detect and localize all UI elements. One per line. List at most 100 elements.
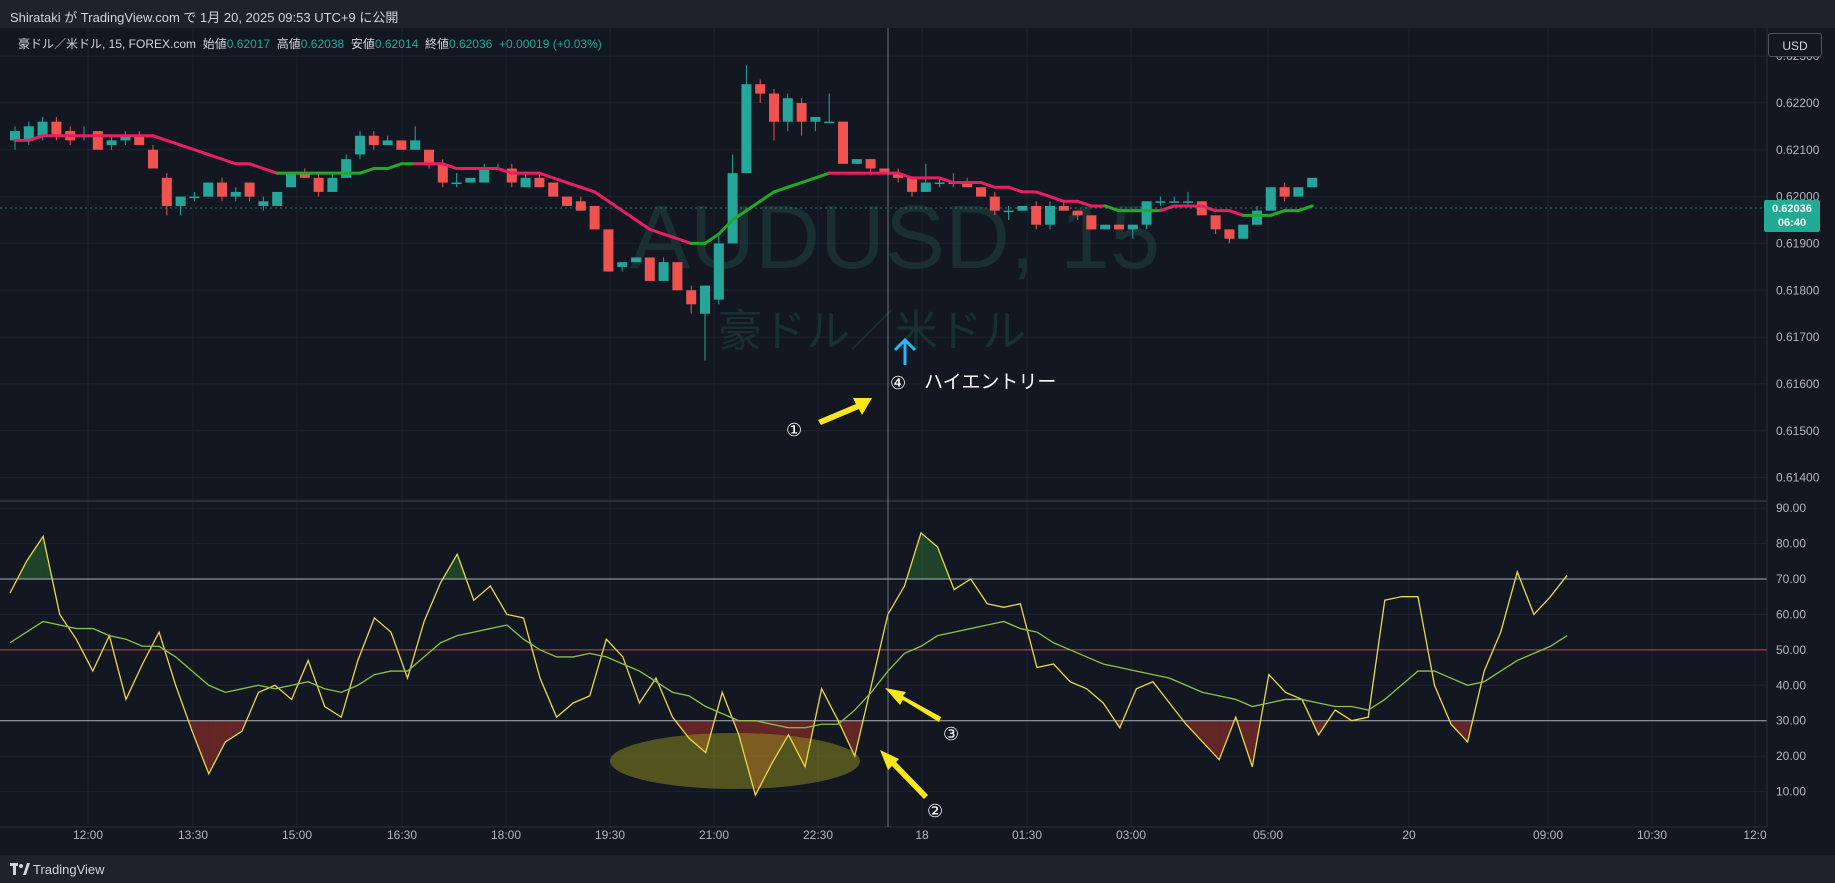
candle[interactable] (120, 131, 131, 146)
candle[interactable] (769, 88, 779, 141)
candle[interactable] (893, 168, 904, 183)
candle[interactable] (589, 205, 600, 230)
candle[interactable] (92, 131, 103, 150)
currency-button[interactable]: USD (1768, 33, 1822, 57)
candle[interactable] (989, 191, 1000, 216)
candle[interactable] (1141, 201, 1152, 230)
candle-body (1127, 224, 1138, 230)
candle[interactable] (1279, 182, 1290, 202)
candle[interactable] (189, 191, 200, 202)
chart-area[interactable]: AUDUSD, 15 豪ドル／米ドル 0.623000.622000.62100… (0, 28, 1835, 855)
candle[interactable] (272, 191, 283, 206)
candle[interactable] (1045, 201, 1055, 230)
candle[interactable] (727, 154, 738, 244)
candle[interactable] (203, 182, 214, 197)
candle[interactable] (244, 182, 255, 202)
candle[interactable] (865, 159, 876, 174)
candle[interactable] (1183, 191, 1193, 206)
candle[interactable] (686, 285, 697, 314)
candle[interactable] (1058, 201, 1069, 211)
candle[interactable] (1293, 187, 1304, 197)
open-label: 始値 (202, 37, 227, 51)
rsi-fill (788, 720, 806, 767)
candle[interactable] (782, 93, 793, 132)
candle[interactable] (700, 285, 710, 361)
candle[interactable] (382, 135, 393, 146)
candles[interactable] (10, 65, 1318, 361)
candle[interactable] (548, 182, 559, 197)
candle[interactable] (603, 229, 614, 272)
candle[interactable] (824, 93, 835, 124)
ma-segment (192, 148, 210, 156)
rsi-tick-label: 90.00 (1776, 501, 1806, 515)
candle[interactable] (1265, 187, 1276, 211)
candle[interactable] (520, 173, 531, 188)
candle[interactable] (230, 187, 241, 202)
candle[interactable] (10, 126, 20, 150)
ma-segment (261, 166, 279, 175)
high-label: 高値 (276, 37, 301, 51)
candle[interactable] (907, 177, 917, 197)
candle[interactable] (810, 116, 821, 132)
candle[interactable] (479, 163, 490, 183)
candle[interactable] (134, 131, 145, 146)
candle[interactable] (1127, 224, 1138, 239)
symbol-description[interactable]: 豪ドル／米ドル, 15, FOREX.com (18, 37, 197, 51)
candle[interactable] (451, 173, 462, 188)
candle[interactable] (355, 131, 365, 160)
candle[interactable] (1100, 224, 1111, 230)
rsi-fill (225, 720, 242, 742)
candle[interactable] (313, 173, 324, 197)
candle[interactable] (175, 196, 186, 216)
candle[interactable] (506, 163, 517, 188)
candle[interactable] (465, 177, 476, 183)
ma-segment (620, 209, 638, 222)
candle[interactable] (1307, 177, 1318, 188)
candle[interactable] (396, 140, 407, 150)
candle[interactable] (327, 173, 338, 192)
candle[interactable] (796, 98, 807, 136)
time-axis[interactable]: 12:00 13:30 15:00 16:30 18:00 19:30 21:00 22:30… (73, 828, 1767, 842)
candle[interactable] (672, 262, 683, 291)
candle-body (1265, 187, 1276, 211)
candle[interactable] (631, 257, 641, 263)
candle[interactable] (1072, 210, 1083, 221)
candle[interactable] (976, 187, 986, 197)
candle[interactable] (1003, 205, 1014, 221)
ma-segment (206, 152, 224, 161)
candle[interactable] (1114, 224, 1124, 230)
candle[interactable] (1210, 215, 1221, 235)
candle[interactable] (424, 149, 434, 169)
candle[interactable] (368, 131, 379, 150)
candle[interactable] (1031, 201, 1042, 230)
candle[interactable] (1086, 215, 1097, 230)
candle[interactable] (741, 65, 752, 174)
candle[interactable] (410, 126, 421, 150)
candle[interactable] (217, 177, 227, 202)
candle-body (920, 182, 931, 192)
candle[interactable] (286, 173, 296, 188)
price-tick-label: 0.61700 (1776, 330, 1820, 344)
candle[interactable] (617, 262, 628, 272)
candle[interactable] (1224, 229, 1235, 244)
candle[interactable] (1238, 224, 1249, 239)
candle[interactable] (713, 234, 724, 305)
candle[interactable] (148, 145, 158, 169)
candle[interactable] (644, 257, 655, 281)
candle[interactable] (106, 135, 117, 150)
candle[interactable] (838, 121, 848, 164)
candle[interactable] (562, 196, 572, 206)
ma-segment (1103, 204, 1121, 213)
candle[interactable] (1169, 196, 1180, 203)
candle[interactable] (1155, 196, 1166, 206)
candle[interactable] (258, 196, 269, 211)
candle[interactable] (755, 79, 766, 103)
candle[interactable] (534, 173, 545, 188)
candle-body (1086, 215, 1097, 230)
candle[interactable] (851, 159, 862, 164)
candle-body (161, 177, 172, 206)
publish-text: Shirataki が TradingView.com で 1月 20, 202… (10, 10, 399, 25)
rsi-axis[interactable]: 90.00 80.00 70.00 60.00 50.00 40.00 30.00 20.00… (1776, 501, 1806, 798)
candle[interactable] (1017, 205, 1028, 211)
candle[interactable] (658, 257, 669, 281)
